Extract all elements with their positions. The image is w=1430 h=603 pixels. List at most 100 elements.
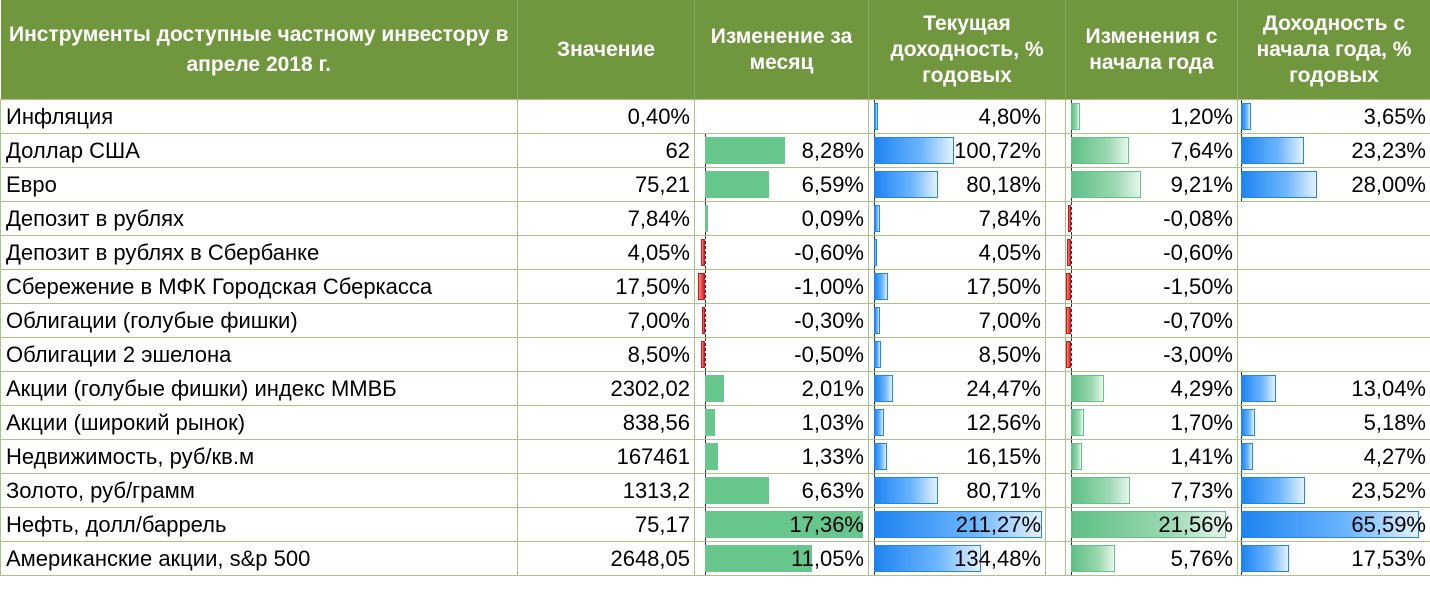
cell-spacer[interactable] — [1045, 371, 1066, 406]
cell-month-change[interactable] — [694, 99, 869, 134]
cell-value[interactable]: 1313,2 — [517, 473, 695, 508]
cell-value[interactable]: 2648,05 — [517, 541, 695, 576]
cell-ytd-change[interactable]: 7,73% — [1065, 473, 1238, 508]
cell-month-change[interactable]: 2,01% — [694, 371, 869, 406]
cell-ytd-change[interactable]: -1,50% — [1065, 269, 1238, 304]
cell-ytd-yield[interactable] — [1237, 201, 1430, 236]
cell-ytd-change[interactable]: 7,64% — [1065, 133, 1238, 168]
cell-current-yield[interactable]: 4,05% — [868, 235, 1046, 270]
cell-instrument-name[interactable]: Акции (широкий рынок) — [0, 405, 518, 440]
cell-month-change[interactable]: 1,33% — [694, 439, 869, 474]
cell-current-yield[interactable]: 211,27% — [868, 507, 1046, 542]
cell-instrument-name[interactable]: Евро — [0, 167, 518, 202]
cell-spacer[interactable] — [1045, 133, 1066, 168]
cell-month-change[interactable]: 8,28% — [694, 133, 869, 168]
cell-instrument-name[interactable]: Депозит в рублях в Сбербанке — [0, 235, 518, 270]
cell-ytd-yield[interactable]: 23,23% — [1237, 133, 1430, 168]
cell-ytd-yield[interactable]: 17,53% — [1237, 541, 1430, 576]
cell-instrument-name[interactable]: Облигации 2 эшелона — [0, 337, 518, 372]
cell-value[interactable]: 75,21 — [517, 167, 695, 202]
cell-current-yield[interactable]: 12,56% — [868, 405, 1046, 440]
header-ytd-yield[interactable]: Доходность с начала года, % годовых — [1237, 0, 1430, 100]
cell-spacer[interactable] — [1045, 201, 1066, 236]
cell-month-change[interactable]: 6,63% — [694, 473, 869, 508]
cell-ytd-change[interactable]: 5,76% — [1065, 541, 1238, 576]
cell-value[interactable]: 838,56 — [517, 405, 695, 440]
cell-ytd-yield[interactable]: 65,59% — [1237, 507, 1430, 542]
cell-spacer[interactable] — [1045, 507, 1066, 542]
cell-value[interactable]: 62 — [517, 133, 695, 168]
cell-ytd-yield[interactable] — [1237, 303, 1430, 338]
cell-ytd-change[interactable]: 1,41% — [1065, 439, 1238, 474]
cell-instrument-name[interactable]: Доллар США — [0, 133, 518, 168]
cell-value[interactable]: 167461 — [517, 439, 695, 474]
cell-current-yield[interactable]: 24,47% — [868, 371, 1046, 406]
cell-value[interactable]: 7,84% — [517, 201, 695, 236]
header-current-yield[interactable]: Текущая доходность, % годовых — [868, 0, 1066, 100]
cell-current-yield[interactable]: 4,80% — [868, 99, 1046, 134]
cell-ytd-change[interactable]: -0,70% — [1065, 303, 1238, 338]
cell-ytd-yield[interactable]: 28,00% — [1237, 167, 1430, 202]
cell-instrument-name[interactable]: Депозит в рублях — [0, 201, 518, 236]
cell-current-yield[interactable]: 80,71% — [868, 473, 1046, 508]
cell-spacer[interactable] — [1045, 439, 1066, 474]
cell-ytd-change[interactable]: -3,00% — [1065, 337, 1238, 372]
cell-ytd-change[interactable]: 1,20% — [1065, 99, 1238, 134]
cell-current-yield[interactable]: 80,18% — [868, 167, 1046, 202]
cell-instrument-name[interactable]: Американские акции, s&p 500 — [0, 541, 518, 576]
header-ytd-change[interactable]: Изменения с начала года — [1065, 0, 1238, 100]
header-value[interactable]: Значение — [517, 0, 695, 100]
cell-ytd-yield[interactable]: 23,52% — [1237, 473, 1430, 508]
cell-month-change[interactable]: 6,59% — [694, 167, 869, 202]
cell-ytd-yield[interactable]: 4,27% — [1237, 439, 1430, 474]
cell-month-change[interactable]: -0,60% — [694, 235, 869, 270]
cell-instrument-name[interactable]: Недвижимость, руб/кв.м — [0, 439, 518, 474]
header-instrument[interactable]: Инструменты доступные частному инвестору… — [0, 0, 518, 100]
cell-ytd-yield[interactable]: 3,65% — [1237, 99, 1430, 134]
cell-instrument-name[interactable]: Золото, руб/грамм — [0, 473, 518, 508]
cell-spacer[interactable] — [1045, 405, 1066, 440]
cell-value[interactable]: 17,50% — [517, 269, 695, 304]
cell-month-change[interactable]: 1,03% — [694, 405, 869, 440]
cell-spacer[interactable] — [1045, 337, 1066, 372]
cell-spacer[interactable] — [1045, 269, 1066, 304]
cell-value[interactable]: 4,05% — [517, 235, 695, 270]
cell-instrument-name[interactable]: Инфляция — [0, 99, 518, 134]
cell-ytd-change[interactable]: 1,70% — [1065, 405, 1238, 440]
cell-ytd-change[interactable]: -0,08% — [1065, 201, 1238, 236]
cell-ytd-change[interactable]: 21,56% — [1065, 507, 1238, 542]
cell-ytd-yield[interactable] — [1237, 337, 1430, 372]
cell-value[interactable]: 75,17 — [517, 507, 695, 542]
cell-month-change[interactable]: -0,30% — [694, 303, 869, 338]
cell-month-change[interactable]: 17,36% — [694, 507, 869, 542]
cell-month-change[interactable]: -0,50% — [694, 337, 869, 372]
cell-month-change[interactable]: 11,05% — [694, 541, 869, 576]
cell-spacer[interactable] — [1045, 99, 1066, 134]
cell-ytd-yield[interactable] — [1237, 269, 1430, 304]
cell-value[interactable]: 2302,02 — [517, 371, 695, 406]
cell-current-yield[interactable]: 8,50% — [868, 337, 1046, 372]
cell-ytd-yield[interactable]: 13,04% — [1237, 371, 1430, 406]
cell-ytd-yield[interactable]: 5,18% — [1237, 405, 1430, 440]
cell-ytd-change[interactable]: 9,21% — [1065, 167, 1238, 202]
cell-current-yield[interactable]: 17,50% — [868, 269, 1046, 304]
cell-current-yield[interactable]: 134,48% — [868, 541, 1046, 576]
cell-current-yield[interactable]: 7,00% — [868, 303, 1046, 338]
cell-instrument-name[interactable]: Сбережение в МФК Городская Сберкасса — [0, 269, 518, 304]
cell-instrument-name[interactable]: Акции (голубые фишки) индекс ММВБ — [0, 371, 518, 406]
cell-ytd-yield[interactable] — [1237, 235, 1430, 270]
cell-instrument-name[interactable]: Облигации (голубые фишки) — [0, 303, 518, 338]
cell-current-yield[interactable]: 7,84% — [868, 201, 1046, 236]
cell-value[interactable]: 0,40% — [517, 99, 695, 134]
cell-spacer[interactable] — [1045, 541, 1066, 576]
cell-spacer[interactable] — [1045, 235, 1066, 270]
cell-spacer[interactable] — [1045, 303, 1066, 338]
cell-instrument-name[interactable]: Нефть, долл/баррель — [0, 507, 518, 542]
cell-current-yield[interactable]: 100,72% — [868, 133, 1046, 168]
cell-current-yield[interactable]: 16,15% — [868, 439, 1046, 474]
cell-month-change[interactable]: -1,00% — [694, 269, 869, 304]
cell-ytd-change[interactable]: -0,60% — [1065, 235, 1238, 270]
header-month-change[interactable]: Изменение за месяц — [694, 0, 869, 100]
cell-value[interactable]: 7,00% — [517, 303, 695, 338]
cell-value[interactable]: 8,50% — [517, 337, 695, 372]
